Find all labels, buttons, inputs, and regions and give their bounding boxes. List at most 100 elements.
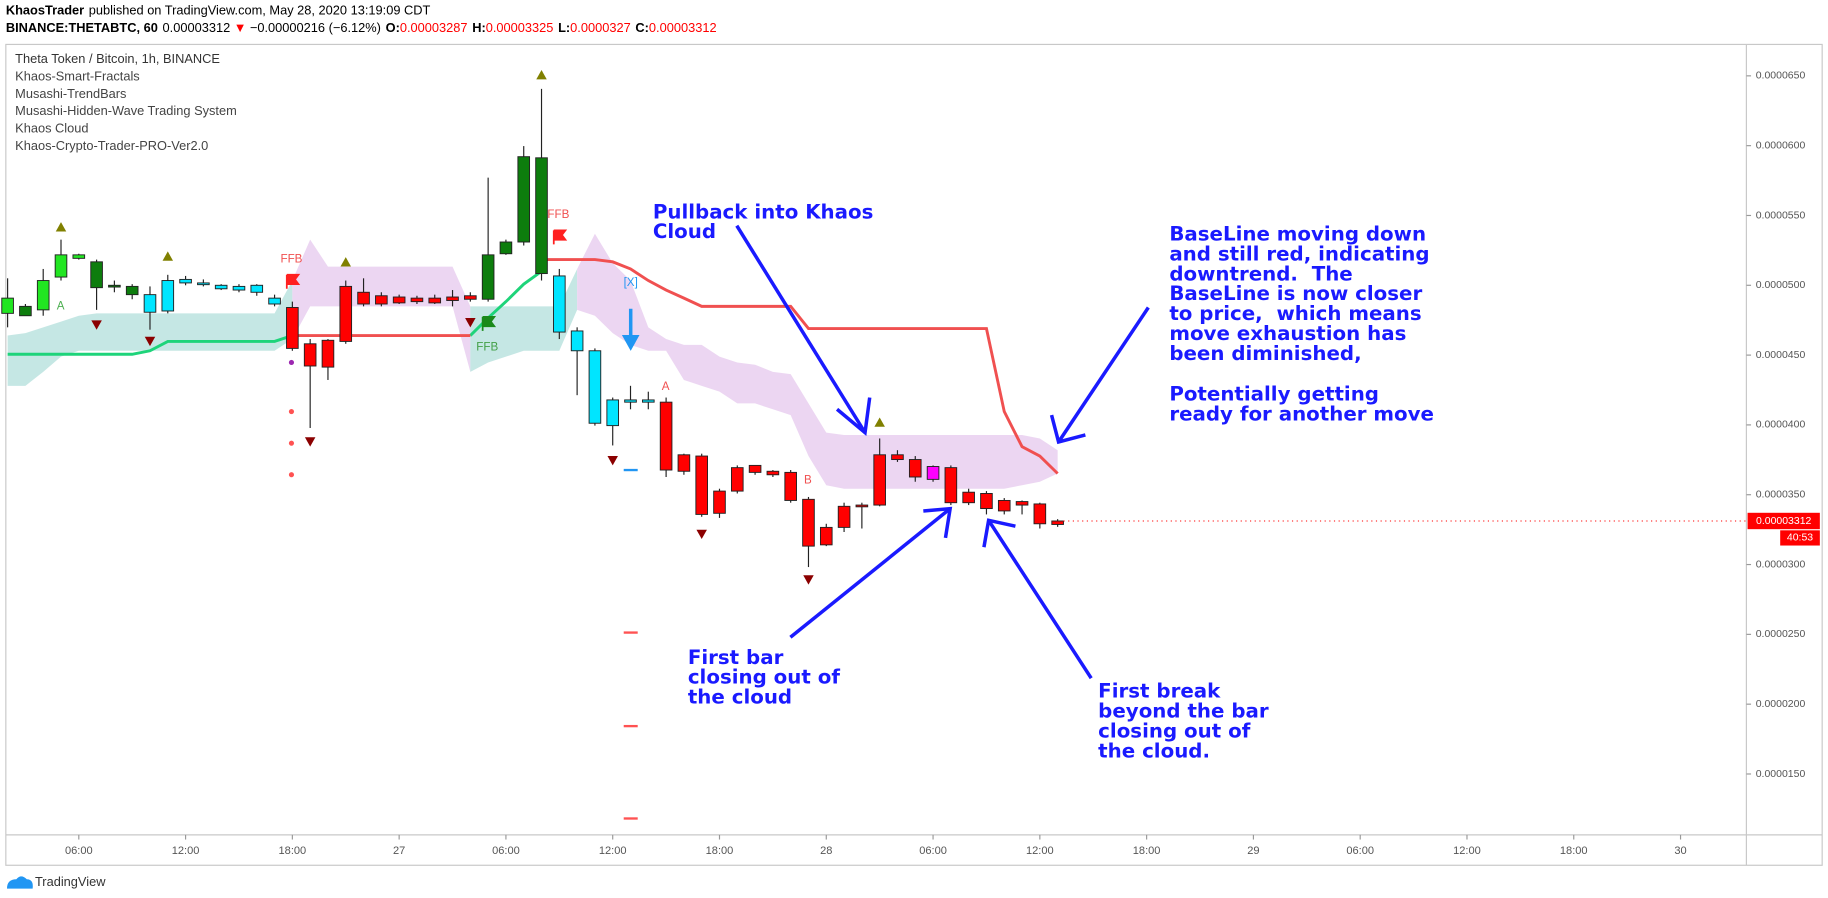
fractal — [803, 575, 814, 585]
last-price-label: 0.00003312 — [1756, 515, 1812, 527]
fractal — [144, 336, 156, 347]
candle-body — [837, 505, 851, 528]
cloud — [7, 280, 293, 386]
last-price-box — [1747, 512, 1820, 530]
signal-label: FFB — [547, 208, 569, 221]
x-tick-label: 12:00 — [172, 845, 200, 857]
candle-body — [962, 491, 975, 504]
ohlc-label: O: — [386, 21, 400, 36]
annotation-line: the cloud. — [1098, 739, 1210, 762]
signal-label: FFB — [280, 253, 302, 266]
annotation-line: beyond the bar — [1098, 700, 1269, 723]
arrow-head — [923, 506, 953, 539]
candle-body — [1, 297, 14, 314]
x-tick-label: 30 — [1674, 845, 1686, 857]
candle-body — [1015, 501, 1029, 506]
arrow-head — [982, 518, 1016, 548]
arrow — [987, 519, 1093, 680]
candle-body — [517, 156, 531, 243]
change-arrow: ▼ — [234, 21, 247, 36]
annotation-line: First break — [1098, 680, 1221, 703]
annotation-line: closing out of — [1098, 719, 1250, 742]
candle-body — [125, 285, 139, 296]
legend-item: Musashi-TrendBars — [15, 86, 126, 101]
candle-body — [642, 399, 655, 403]
candle-body — [197, 282, 210, 286]
fractal — [536, 70, 547, 80]
y-tick-label: 0.0000450 — [1756, 349, 1806, 361]
candle-body — [392, 296, 406, 304]
x-tick-label: 27 — [393, 845, 405, 857]
y-tick-label: 0.0000500 — [1756, 279, 1806, 291]
candle-body — [90, 261, 103, 289]
x-tick-label: 12:00 — [599, 845, 627, 857]
dot — [288, 472, 295, 478]
symbol: BINANCE:THETABTC, 60 — [6, 21, 158, 36]
annotation-line: downtrend. The — [1169, 262, 1352, 285]
y-tick-label: 0.0000200 — [1756, 698, 1806, 710]
plot: A FFB FFB FFB [X] A B — [1, 70, 1064, 585]
fractal — [465, 318, 476, 328]
candle-body — [606, 399, 620, 427]
arrow-head — [835, 397, 872, 437]
ohlc-value: 0.00003312 — [649, 21, 717, 36]
candle-body — [659, 401, 673, 471]
ohlc-value: 0.00003325 — [486, 21, 554, 36]
flag — [285, 273, 301, 289]
candle-body — [553, 275, 566, 333]
flag — [552, 229, 568, 245]
ohlc-value: 0.0000327 — [570, 21, 631, 36]
candle-body — [695, 455, 708, 515]
y-tick-label: 0.0000400 — [1756, 419, 1806, 431]
arrow — [735, 224, 867, 434]
annotation-line: Cloud — [653, 220, 716, 243]
fractal — [340, 257, 352, 267]
ohlc-label: L: — [558, 21, 570, 36]
x-tick-label: 18:00 — [279, 845, 307, 857]
dot — [288, 440, 295, 446]
logo: TradingView — [6, 874, 106, 889]
candle-body — [481, 254, 495, 300]
fractal — [607, 455, 618, 466]
legend-item: Khaos-Crypto-Trader-PRO-Ver2.0 — [15, 138, 208, 153]
annotation-line: ready for another move — [1169, 403, 1434, 426]
x-tick-label: 12:00 — [1026, 845, 1054, 857]
annotation-line: closing out of — [688, 666, 840, 689]
signal-label: FFB — [476, 340, 498, 353]
author: KhaosTrader — [6, 3, 84, 18]
candle-body — [143, 294, 157, 313]
annotation-line: Pullback into Khaos — [653, 200, 874, 223]
signal-label: A — [57, 299, 65, 312]
candle-body — [570, 330, 584, 352]
arrow-head — [1049, 414, 1086, 445]
candle-body — [72, 254, 86, 259]
candle-body — [428, 297, 442, 304]
annotation-line: BaseLine is now closer — [1169, 282, 1422, 305]
candle-body — [375, 295, 388, 305]
legend-item: Khaos-Smart-Fractals — [15, 69, 140, 84]
candle-body — [357, 291, 370, 305]
fractal — [91, 320, 102, 330]
candle-body — [980, 493, 993, 510]
ohlc-label: H: — [472, 21, 486, 36]
header-line: KhaosTrader published on TradingView.com,… — [6, 3, 431, 18]
candle-body — [713, 490, 726, 514]
y-tick-label: 0.0000300 — [1756, 558, 1806, 570]
x-tick-label: 06:00 — [65, 845, 93, 857]
y-tick-label: 0.0000250 — [1756, 628, 1806, 640]
y-tick-label: 0.0000150 — [1756, 768, 1806, 780]
candle-body — [161, 280, 175, 312]
candle-body — [748, 464, 762, 473]
x-tick-label: 29 — [1247, 845, 1259, 857]
candle-body — [410, 297, 424, 303]
candle-body — [339, 285, 353, 342]
annotation-line: move exhaustion has — [1169, 322, 1406, 345]
candle-body — [766, 470, 780, 476]
annotation-line: First bar — [688, 646, 784, 669]
fractal — [874, 417, 885, 427]
logo-icon — [6, 876, 33, 889]
x-tick-label: 06:00 — [492, 845, 520, 857]
candle-body — [1033, 503, 1047, 525]
